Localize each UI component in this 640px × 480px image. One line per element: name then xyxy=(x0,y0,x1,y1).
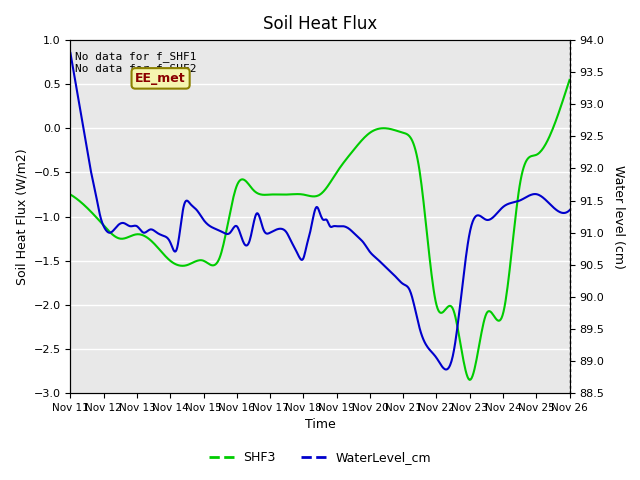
SHF3 xyxy=(477,335,484,341)
Line: SHF3: SHF3 xyxy=(70,80,570,380)
WaterLevel_cm xyxy=(67,50,74,56)
WaterLevel_cm xyxy=(566,207,573,213)
SHF3 xyxy=(337,164,344,170)
WaterLevel_cm xyxy=(385,267,392,273)
X-axis label: Time: Time xyxy=(305,419,335,432)
SHF3 xyxy=(466,377,474,383)
Text: No data for f_SHF1
No data for f_SHF2: No data for f_SHF1 No data for f_SHF2 xyxy=(76,51,197,74)
SHF3 xyxy=(303,192,311,198)
WaterLevel_cm xyxy=(446,363,454,369)
SHF3 xyxy=(555,110,563,116)
SHF3 xyxy=(307,193,314,199)
SHF3 xyxy=(67,192,74,197)
SHF3 xyxy=(364,132,371,138)
WaterLevel_cm xyxy=(97,216,105,222)
SHF3 xyxy=(566,77,573,83)
WaterLevel_cm xyxy=(497,206,505,212)
Y-axis label: Soil Heat Flux (W/m2): Soil Heat Flux (W/m2) xyxy=(15,148,28,285)
Y-axis label: Water level (cm): Water level (cm) xyxy=(612,165,625,268)
Legend: SHF3, WaterLevel_cm: SHF3, WaterLevel_cm xyxy=(204,446,436,469)
WaterLevel_cm xyxy=(369,253,377,259)
Text: EE_met: EE_met xyxy=(135,72,186,85)
WaterLevel_cm xyxy=(442,367,450,372)
Title: Soil Heat Flux: Soil Heat Flux xyxy=(263,15,377,33)
WaterLevel_cm xyxy=(356,236,364,242)
Line: WaterLevel_cm: WaterLevel_cm xyxy=(70,53,570,370)
